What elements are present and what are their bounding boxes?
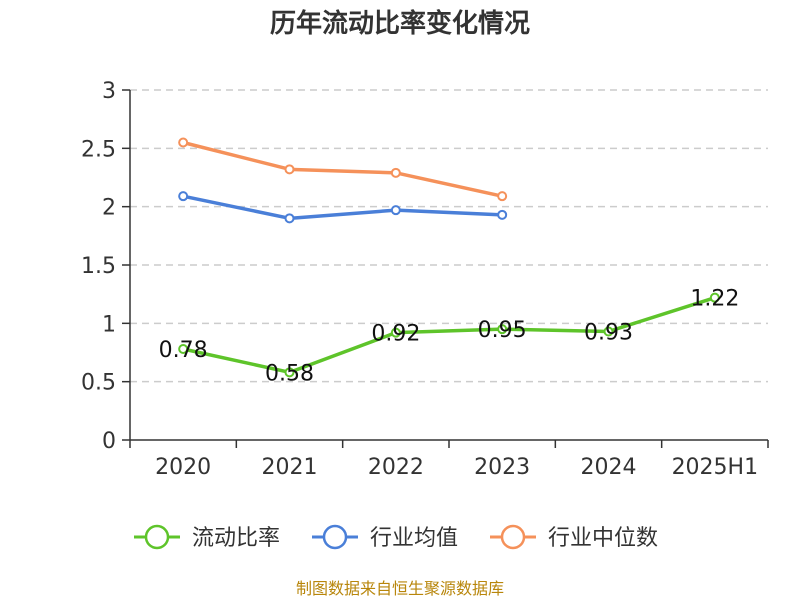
x-tick-label: 2022 xyxy=(368,455,424,480)
series-point-2 xyxy=(178,137,189,148)
data-label: 0.95 xyxy=(478,318,527,343)
series-point-0 xyxy=(709,292,720,303)
y-tick-label: 1.5 xyxy=(81,254,116,279)
series-point-1 xyxy=(178,191,189,202)
legend-marker xyxy=(322,524,348,550)
x-tick-label: 2023 xyxy=(474,455,530,480)
y-tick-label: 2 xyxy=(102,196,116,221)
series-point-0 xyxy=(390,327,401,338)
series-point-2 xyxy=(390,167,401,178)
series-point-0 xyxy=(284,367,295,378)
axes: 0 0.5 1 1.5 2 2.5 3 2020 2021 2022 2023 2024 2025H1 xyxy=(81,79,769,480)
legend: 流动比率 行业均值 行业中位数 xyxy=(134,524,658,551)
y-tick-label: 1 xyxy=(102,312,116,337)
data-label: 0.58 xyxy=(265,361,314,386)
y-tick-label: 3 xyxy=(102,79,116,104)
data-labels: 0.78 0.58 0.92 0.95 0.93 1.22 xyxy=(159,287,740,387)
data-label: 0.93 xyxy=(584,321,633,346)
series-point-0 xyxy=(178,344,189,354)
x-tick-label: 2021 xyxy=(262,455,318,480)
series-line-0 xyxy=(182,295,716,375)
legend-label: 行业均值 xyxy=(370,526,458,551)
y-tick-label: 0.5 xyxy=(81,371,116,396)
legend-item: 行业均值 xyxy=(312,524,458,551)
legend-marker xyxy=(500,524,526,550)
y-tick-label: 0 xyxy=(102,429,116,454)
series-point-1 xyxy=(497,209,508,220)
series-line-1 xyxy=(182,194,503,221)
series-point-2 xyxy=(497,191,508,202)
x-tick-label: 2024 xyxy=(581,455,637,480)
source-note: 制图数据来自恒生聚源数据库 xyxy=(296,579,504,598)
series-layer xyxy=(178,137,720,378)
chart-title: 历年流动比率变化情况 xyxy=(270,8,530,39)
series-point-0 xyxy=(497,324,508,335)
legend-item: 流动比率 xyxy=(134,524,280,551)
y-tick-label: 2.5 xyxy=(81,137,116,162)
legend-item: 行业中位数 xyxy=(490,524,658,551)
data-label: 0.78 xyxy=(159,338,208,363)
x-tick-label: 2025H1 xyxy=(672,455,759,480)
data-label: 0.92 xyxy=(371,322,420,347)
legend-label: 行业中位数 xyxy=(548,526,658,551)
x-tick-label: 2020 xyxy=(155,455,211,480)
grid-lines xyxy=(130,89,768,383)
series-point-0 xyxy=(603,326,614,337)
series-point-1 xyxy=(390,205,401,216)
series-point-1 xyxy=(284,213,295,224)
series-line-2 xyxy=(182,140,503,198)
legend-marker xyxy=(144,524,170,550)
series-point-2 xyxy=(284,164,295,175)
data-label: 1.22 xyxy=(690,287,739,312)
legend-label: 流动比率 xyxy=(192,526,280,551)
